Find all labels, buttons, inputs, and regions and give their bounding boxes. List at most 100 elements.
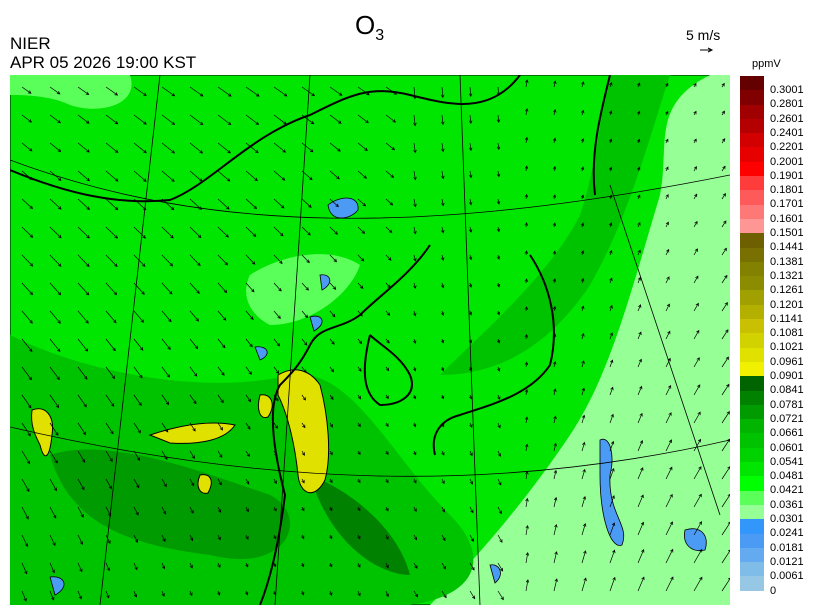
wind-arrow <box>665 110 669 116</box>
colorbar-label: 0.0661 <box>770 427 804 440</box>
wind-arrow <box>273 534 277 540</box>
wind-arrow <box>609 277 613 284</box>
wind-arrow <box>301 590 305 596</box>
wind-arrow <box>468 142 473 152</box>
wind-arrow <box>301 226 311 236</box>
wind-arrow <box>693 384 701 396</box>
wind-arrow <box>552 360 557 368</box>
colorbar <box>740 76 764 591</box>
wind-arrow <box>105 506 112 517</box>
wind-arrow <box>21 562 28 575</box>
wind-arrow <box>329 562 333 568</box>
wind-arrow <box>497 506 502 515</box>
wind-arrow <box>21 114 33 123</box>
wind-arrow <box>721 110 725 116</box>
wind-arrow <box>385 338 390 344</box>
wind-arrow <box>189 366 198 377</box>
colorbar-label: 0.0961 <box>770 355 804 368</box>
colorbar-swatch <box>740 376 764 391</box>
colorbar-swatch <box>740 190 764 205</box>
wind-arrow <box>441 534 446 542</box>
colorbar-swatch <box>740 419 764 434</box>
wind-arrow <box>301 394 306 401</box>
wind-arrow <box>609 249 613 256</box>
wind-arrow <box>524 222 529 228</box>
wind-arrow <box>273 422 278 429</box>
colorbar-swatch <box>740 147 764 162</box>
wind-arrow <box>21 282 34 296</box>
wind-arrow <box>49 506 57 519</box>
wind-arrow <box>637 494 644 508</box>
wind-arrow <box>608 194 613 200</box>
wind-arrow <box>245 534 249 540</box>
wind-arrow <box>77 170 91 182</box>
colorbar-label: 0.1801 <box>770 184 804 197</box>
wind-arrow <box>721 549 730 564</box>
wind-arrow <box>412 394 417 400</box>
wind-arrow <box>525 524 529 536</box>
wind-arrow <box>49 310 61 324</box>
wind-arrow <box>189 226 202 239</box>
wind-arrow <box>413 478 417 484</box>
wind-arrow <box>272 590 277 596</box>
wind-arrow <box>693 466 702 480</box>
wind-arrow <box>637 249 641 256</box>
wind-arrow <box>608 166 613 172</box>
wind-arrow <box>580 166 585 172</box>
wind-arrow <box>441 478 445 485</box>
wind-arrow <box>217 226 229 238</box>
wind-arrow <box>49 562 55 574</box>
wind-arrow <box>189 590 193 597</box>
wind-arrow <box>105 254 118 268</box>
wind-arrow <box>105 114 119 125</box>
wind-arrow <box>329 534 333 540</box>
wind-arrow <box>385 590 389 598</box>
wind-arrow <box>189 254 201 267</box>
wind-arrow <box>581 387 585 396</box>
wind-arrow <box>329 310 336 318</box>
wind-arrow <box>552 278 557 284</box>
coastlines <box>10 75 611 605</box>
wind-arrow <box>77 394 87 408</box>
wind-arrow <box>637 549 645 564</box>
wind-arrow <box>161 338 171 351</box>
wind-arrow <box>161 506 167 515</box>
wind-arrow <box>609 386 614 396</box>
wind-arrow <box>637 467 644 480</box>
wind-arrow <box>441 506 445 513</box>
wind-arrow <box>412 366 417 372</box>
wind-arrow <box>468 254 473 261</box>
wind-arrow <box>21 226 34 238</box>
colorbar-label: 0.0241 <box>770 527 804 540</box>
wind-arrow <box>133 506 139 516</box>
wind-arrow <box>301 534 305 540</box>
colorbar-label: 0.2401 <box>770 126 804 139</box>
wind-arrow <box>441 226 445 234</box>
wind-arrow <box>301 86 316 97</box>
wind-arrow <box>161 450 168 460</box>
wind-arrow <box>357 170 367 179</box>
colorbar-swatch <box>740 218 764 234</box>
wind-arrow <box>301 422 306 429</box>
wind-arrow <box>105 394 115 407</box>
wind-arrow <box>161 394 170 406</box>
wind-arrow <box>552 250 557 256</box>
wind-arrow <box>385 366 390 372</box>
low-ozone-region <box>10 75 132 109</box>
wind-arrow <box>329 338 335 345</box>
wind-arrow <box>413 170 417 181</box>
wind-arrow <box>469 422 473 428</box>
organization-label: NIER <box>10 34 51 53</box>
wind-arrow <box>525 552 530 564</box>
wind-arrow <box>133 86 147 96</box>
wind-arrow <box>441 422 445 428</box>
wind-arrow <box>413 506 417 512</box>
wind-arrow <box>525 497 529 508</box>
wind-arrow <box>524 108 529 116</box>
wind-arrow <box>608 138 613 144</box>
wind-arrow <box>329 142 341 152</box>
wind-arrow <box>357 422 361 428</box>
wind-arrow <box>105 170 119 182</box>
wind-arrow <box>49 254 62 267</box>
wind-arrow <box>161 310 172 323</box>
